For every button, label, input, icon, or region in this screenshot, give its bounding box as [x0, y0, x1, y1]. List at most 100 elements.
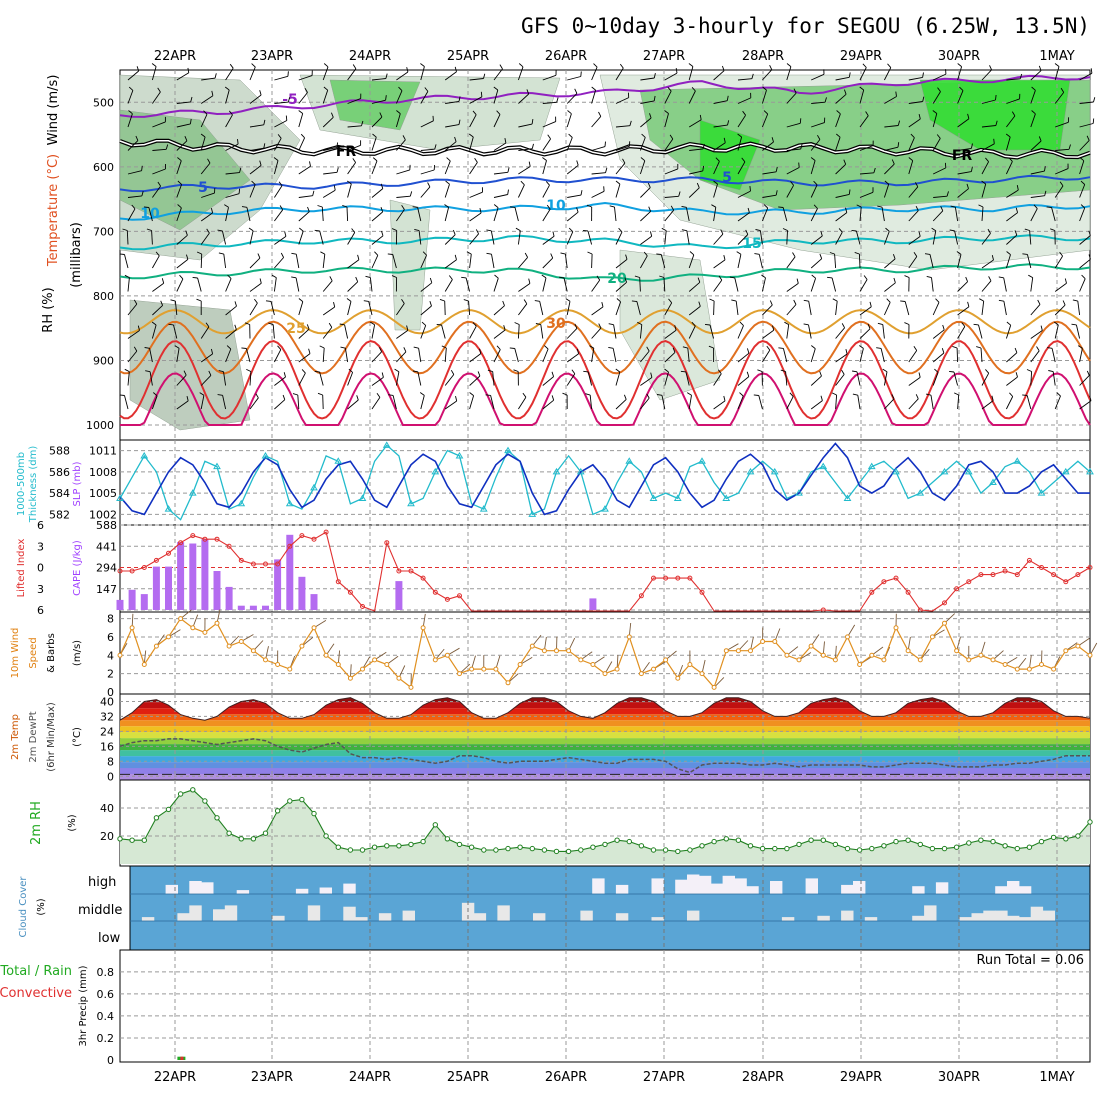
rh2m-point: [432, 822, 438, 828]
thickness-label: 1000-500mb: [16, 452, 27, 516]
wind-barb: [225, 193, 240, 198]
wind-barb: [810, 348, 816, 363]
wind10-point: [845, 634, 850, 640]
wind-barb: [273, 160, 279, 175]
cloud-step-middle: [224, 905, 238, 921]
wind-barb: [786, 283, 799, 292]
wind-barb-flag: [576, 160, 579, 166]
wind-barb: [395, 371, 400, 386]
wind-barb: [884, 96, 897, 104]
wind-barb-flag: [414, 228, 420, 232]
wind-barb: [713, 142, 726, 151]
temp-band: [120, 738, 1090, 745]
wind-barb: [539, 301, 544, 316]
wind-barb-flag: [1088, 230, 1091, 236]
wind-barb-flag: [552, 231, 555, 237]
wind-barb-flag: [257, 253, 261, 259]
wind-barb-flag: [493, 204, 499, 208]
wind-barb-flag: [908, 157, 913, 161]
wind-barb: [201, 77, 216, 81]
wind-barb-flag: [946, 191, 949, 197]
wind-barb: [786, 122, 801, 128]
wind-barb: [176, 259, 189, 269]
wind-barb: [810, 160, 816, 175]
bottom-date-label: 1MAY: [1039, 1070, 1074, 1085]
wind-barb-flag: [385, 73, 388, 79]
wind-barb-flag: [682, 346, 688, 349]
wind-barb: [566, 164, 579, 175]
wind-barb: [127, 371, 130, 386]
wind-barb-flag: [713, 180, 718, 185]
lifted-point: [1087, 565, 1093, 570]
wind-barb: [981, 233, 991, 245]
temp2m-label-c: (6hr Min/Max): [46, 702, 57, 772]
wind-barb: [932, 210, 944, 222]
wind10-point: [408, 684, 414, 690]
wind-barb: [664, 168, 678, 175]
wind-barb: [1026, 395, 1032, 410]
rh2m-point: [141, 837, 148, 843]
wind-barb-flag: [239, 167, 242, 173]
thickness-point: [213, 462, 221, 470]
wind-barb: [396, 351, 407, 363]
wind-barb-flag: [970, 166, 973, 172]
wind-barb: [321, 206, 324, 222]
wind-barb: [587, 371, 593, 386]
thickness-point: [528, 510, 537, 517]
cloud-step-middle: [1030, 906, 1044, 921]
wind-barb-flag: [803, 299, 809, 302]
wind-barb: [566, 301, 571, 316]
wind-barb-flag: [391, 228, 397, 231]
cloud-step-high: [912, 886, 925, 894]
rh2m-line: [117, 787, 1093, 855]
wind-barb-flag: [157, 87, 161, 93]
wind-barb: [152, 305, 163, 316]
wind-barb-flag: [956, 251, 962, 255]
wind-barb: [884, 282, 896, 292]
wind-barb: [713, 373, 722, 386]
thickness-point: [625, 457, 634, 464]
wind-barb: [762, 329, 774, 339]
wind10-point: [493, 666, 499, 672]
lifted-point: [384, 540, 390, 546]
cape-bar: [237, 605, 245, 610]
wind-barb-flag: [229, 63, 234, 69]
rh2m-point: [238, 836, 245, 842]
wind-barb: [1054, 324, 1059, 339]
wind-barb-flag: [177, 180, 182, 185]
wind-barb-flag: [385, 95, 387, 101]
wind-barb: [713, 70, 725, 81]
wind-barb: [469, 136, 474, 151]
wind-barb: [639, 324, 643, 339]
wind-label: Wind (m/s): [46, 75, 61, 146]
cloud-step-middle: [497, 905, 510, 921]
cloud-step-high: [201, 882, 214, 894]
cloud-step-middle: [841, 910, 854, 921]
rh2m-point: [396, 843, 402, 849]
y-tick-label: 600: [93, 161, 114, 174]
wind-barb: [297, 394, 300, 410]
wind-barb-flag: [401, 205, 405, 210]
thickness-point: [382, 441, 391, 448]
wind-barb: [713, 100, 728, 104]
rh2m-point: [117, 836, 123, 842]
wind-barb: [640, 255, 648, 269]
wind-barb: [831, 277, 837, 292]
temp-band: [120, 768, 1090, 774]
wind-barb-flag: [932, 110, 938, 114]
bottom-date-label: 30APR: [938, 1070, 980, 1085]
wind-barb: [1079, 140, 1090, 151]
wind-barb: [518, 148, 533, 151]
wind-barb: [469, 162, 478, 175]
wind-barb: [344, 348, 349, 363]
wind-barb: [835, 93, 847, 104]
wind-barb-flag: [993, 138, 995, 144]
wind-barb-flag: [1048, 370, 1054, 373]
wind-barb-flag: [265, 300, 272, 302]
wind-barb: [1030, 140, 1042, 151]
thickness-point: [237, 499, 246, 507]
wind-barb: [615, 301, 622, 316]
wind-barb: [176, 278, 184, 292]
temp2m-line: [119, 697, 1091, 721]
